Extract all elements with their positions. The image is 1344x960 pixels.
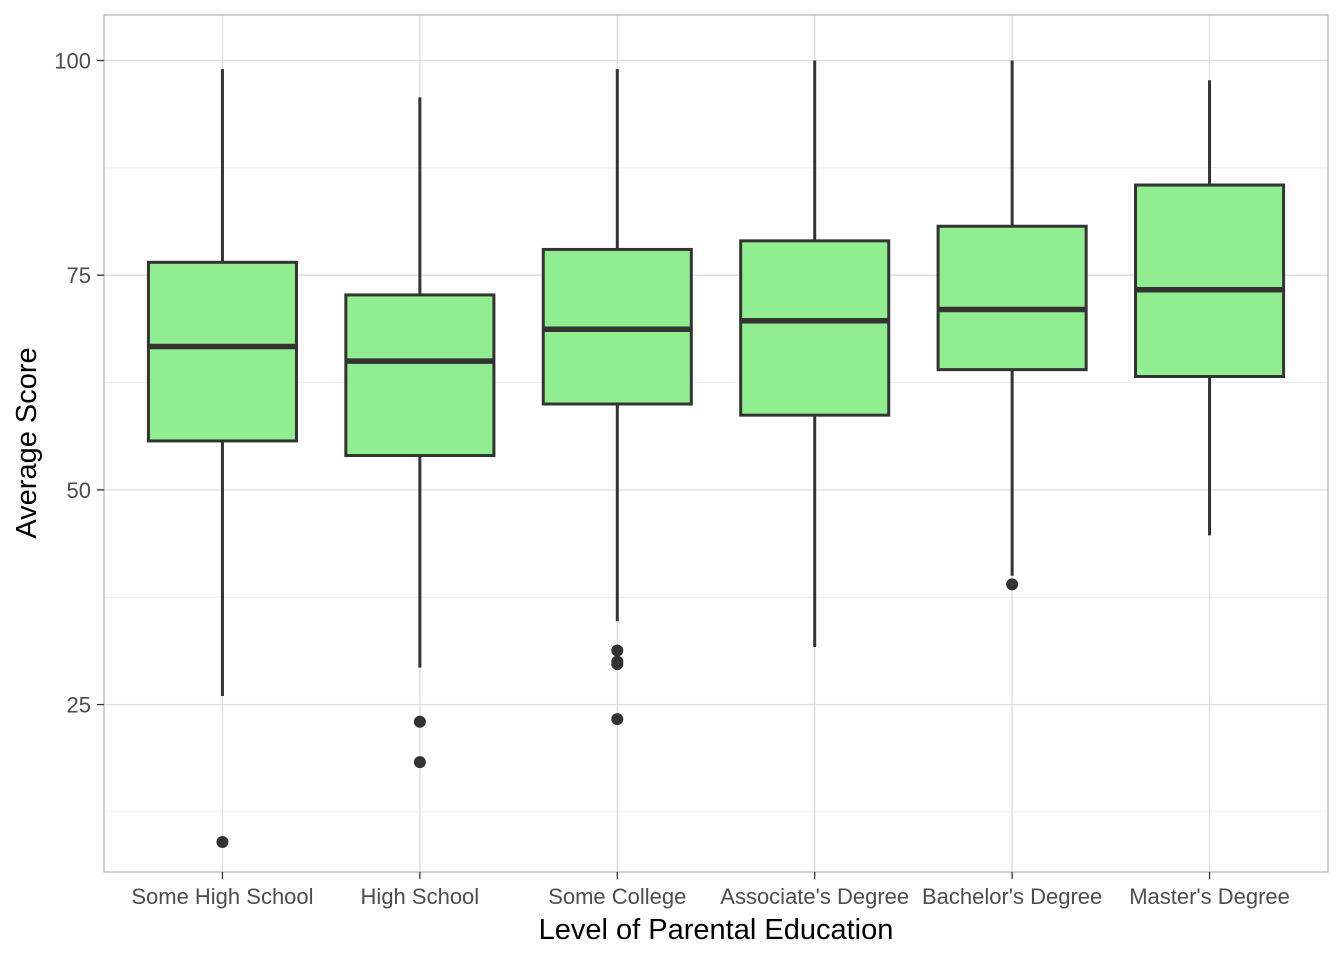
- x-axis-title: Level of Parental Education: [539, 914, 894, 946]
- outlier-point: [413, 756, 426, 769]
- iqr-box: [146, 260, 298, 443]
- x-tick-label: Some High School: [131, 884, 313, 909]
- outlier-point: [611, 644, 624, 657]
- x-axis: Some High School High School Some College A…: [131, 872, 1290, 909]
- outlier-point: [216, 835, 229, 848]
- outlier-point: [611, 658, 624, 671]
- iqr-box: [344, 293, 496, 458]
- box-some-college: [541, 69, 693, 726]
- box-associate-s-degree: [739, 60, 891, 648]
- x-tick-label: Associate's Degree: [720, 884, 909, 909]
- y-axis-title: Average Score: [11, 347, 43, 538]
- y-tick-label: 75: [67, 263, 91, 288]
- outlier-point: [413, 715, 426, 728]
- iqr-box: [1134, 183, 1286, 379]
- outlier-point: [1006, 578, 1019, 591]
- box-high-school: [344, 97, 496, 769]
- y-tick-label: 50: [67, 478, 91, 503]
- x-tick-label: Bachelor's Degree: [922, 884, 1102, 909]
- minor-gridlines: [104, 167, 1328, 813]
- y-tick-label: 100: [54, 49, 91, 74]
- y-axis: 25 50 75 100: [54, 49, 104, 718]
- iqr-box: [936, 224, 1088, 372]
- panel-border: [103, 14, 1329, 873]
- box-master-s-degree: [1134, 80, 1286, 536]
- x-tick-label: High School: [361, 884, 480, 909]
- y-tick-label: 25: [67, 693, 91, 718]
- box-bachelor-s-degree: [936, 60, 1088, 591]
- boxes-layer: [146, 60, 1286, 848]
- x-tick-label: Master's Degree: [1129, 884, 1290, 909]
- box-some-high-school: [146, 69, 298, 848]
- outlier-point: [611, 713, 624, 726]
- x-tick-label: Some College: [548, 884, 686, 909]
- plot-background: [104, 15, 1328, 872]
- iqr-box: [739, 239, 891, 417]
